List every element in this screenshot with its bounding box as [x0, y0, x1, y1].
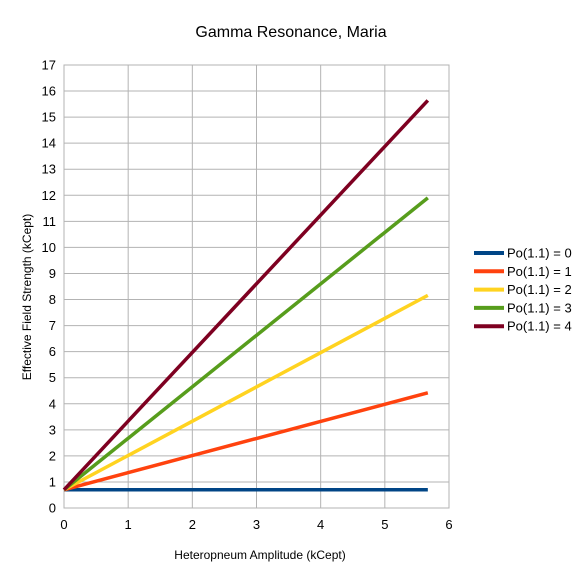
y-tick-label: 16 — [42, 84, 56, 99]
y-tick-label: 2 — [49, 448, 56, 463]
series-line-1 — [63, 391, 429, 492]
y-tick-label: 8 — [49, 292, 56, 307]
y-tick-label: 0 — [49, 501, 56, 516]
x-tick-label: 4 — [317, 517, 324, 532]
y-tick-label: 3 — [49, 422, 56, 437]
legend-label-2: Po(1.1) = 2 — [507, 282, 572, 297]
x-tick-label: 1 — [125, 517, 132, 532]
y-tick-label: 14 — [42, 136, 56, 151]
x-axis-ticks: 0 1 2 3 4 5 6 — [60, 517, 452, 532]
x-tick-label: 3 — [253, 517, 260, 532]
y-tick-label: 13 — [42, 162, 56, 177]
y-tick-label: 5 — [49, 370, 56, 385]
x-tick-label: 0 — [60, 517, 67, 532]
legend: Po(1.1) = 0 Po(1.1) = 1 Po(1.1) = 2 Po(1.1)… — [474, 246, 572, 334]
y-axis-title: Effective Field Strength (kCept) — [20, 214, 34, 381]
plot-frame — [63, 64, 450, 509]
y-tick-label: 15 — [42, 110, 56, 125]
legend-label-3: Po(1.1) = 3 — [507, 300, 572, 315]
x-tick-label: 5 — [381, 517, 388, 532]
y-tick-label: 7 — [49, 318, 56, 333]
series-line-4 — [62, 99, 430, 491]
series-line-3 — [62, 196, 429, 492]
y-tick-label: 4 — [49, 396, 56, 411]
y-tick-label: 11 — [43, 214, 57, 229]
y-tick-label: 17 — [42, 58, 56, 73]
legend-label-1: Po(1.1) = 1 — [507, 264, 572, 279]
y-tick-label: 6 — [49, 344, 56, 359]
chart-title: Gamma Resonance, Maria — [195, 24, 386, 41]
x-tick-label: 6 — [445, 517, 452, 532]
x-axis-title: Heteropneum Amplitude (kCept) — [174, 548, 345, 562]
y-tick-label: 9 — [49, 266, 56, 281]
series-lines — [62, 99, 430, 492]
series-line-2 — [63, 293, 429, 492]
legend-label-0: Po(1.1) = 0 — [507, 246, 572, 261]
y-tick-label: 10 — [42, 240, 56, 255]
legend-label-4: Po(1.1) = 4 — [507, 319, 572, 334]
y-tick-label: 12 — [42, 188, 56, 203]
x-tick-label: 2 — [189, 517, 196, 532]
y-tick-label: 1 — [49, 474, 56, 489]
